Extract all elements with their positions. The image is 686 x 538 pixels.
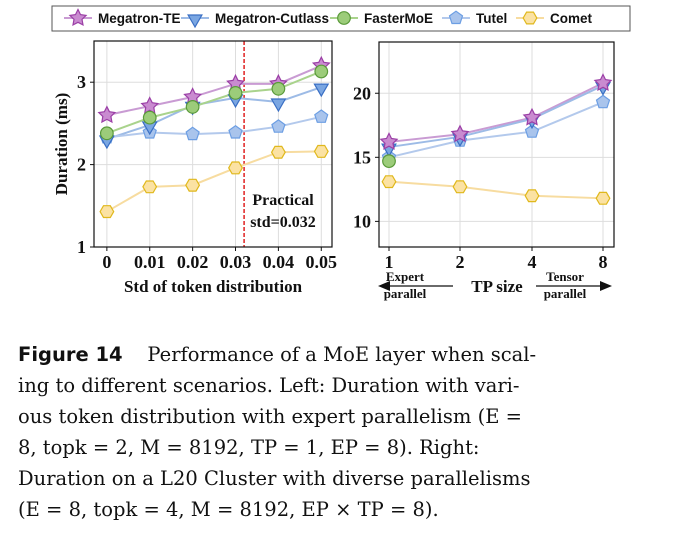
hexagon-marker-icon [522,11,538,25]
data-point-comet [595,191,611,205]
y-tick-label: 2 [77,155,86,175]
series-line-tutel [388,101,604,159]
data-point-comet [452,180,468,194]
x-tick-label: 4 [528,252,537,272]
data-point-megatron-cutlass [270,98,287,113]
caption-line-3: ous token distribution with expert paral… [18,405,522,428]
plot-frame [378,41,615,248]
y-axis-label: Duration (ms) [52,93,71,195]
expert-parallel-note: parallel [384,286,427,301]
plot-frame [93,40,333,248]
data-point-comet [313,144,329,158]
x-tick-label: 0 [102,252,111,272]
data-point-comet [270,145,286,159]
x-tick-label: 2 [456,252,465,272]
data-point-comet [381,175,397,189]
legend-label: Megatron-TE [98,11,181,26]
right-panel [375,41,615,251]
data-point-comet [142,180,158,194]
series-line-megatron-cutlass [388,84,604,149]
series-line-megatron-cutlass [106,86,322,141]
tensor-parallel-note: parallel [544,286,587,301]
data-point-megatron-cutlass [313,83,330,98]
arrow-left-icon [378,281,390,291]
data-point-fastermoe [142,110,157,125]
tri-down-marker-icon [187,14,203,29]
data-point-megatron-te [593,73,613,91]
data-point-comet [524,189,540,203]
legend-item-tutel: Tutel [442,10,507,26]
x-axis-label: Std of token distribution [124,277,303,296]
legend-label: Tutel [476,11,507,26]
annotation-text: std=0.032 [250,214,316,231]
data-point-tutel [271,119,286,133]
data-point-comet [99,205,115,219]
x-tick-label: 1 [385,252,394,272]
legend-item-fastermoe: FasterMoE [330,11,433,26]
data-point-fastermoe [382,154,396,169]
data-point-comet [185,178,201,192]
caption-line-1: Figure 14 Performance of a MoE layer whe… [18,343,536,366]
caption-line-6: (E = 8, topk = 4, M = 8192, EP × TP = 8)… [18,498,439,521]
y-tick-label: 3 [77,72,86,92]
data-point-megatron-te [97,105,117,124]
x-tick-label: 8 [599,252,608,272]
caption-line-4: 8, topk = 2, M = 8192, TP = 1, EP = 8). … [18,436,480,459]
data-point-tutel [314,109,329,123]
data-point-megatron-te [379,132,399,150]
legend: Megatron-TE Megatron-Cutlass FasterMoE Tute… [51,5,631,32]
data-point-comet [228,161,243,175]
circle-marker-icon [337,11,351,25]
figure-label: Figure 14 [18,343,123,366]
caption-line-5: Duration on a L20 Cluster with diverse p… [18,467,531,490]
x-axis-label: TP size [471,277,523,296]
expert-parallel-note: Expert [386,269,425,284]
data-point-fastermoe [99,126,114,141]
x-tick-label: 0.04 [263,252,295,272]
caption-text: Performance of a MoE layer when scal- [147,343,537,366]
y-tick-label: 15 [353,147,371,167]
x-tick-label: 0.01 [134,252,166,272]
data-point-fastermoe [314,64,329,79]
star-marker-icon [68,8,88,26]
series-line-fastermoe [106,70,322,135]
y-tick-label: 20 [353,83,371,103]
data-point-megatron-te [450,124,470,143]
figure-14-chart: Megatron-TE Megatron-Cutlass FasterMoE Tute… [51,5,631,301]
series-line-comet [388,180,604,200]
series-line-tutel [106,115,322,139]
data-point-tutel [185,126,200,141]
data-point-fastermoe [271,81,286,96]
tensor-parallel-note: Tensor [546,269,584,284]
legend-item-megatron-te: Megatron-TE [64,8,181,26]
y-tick-label: 1 [77,237,86,257]
series-line-megatron-te [388,82,604,143]
left-panel [90,40,333,251]
data-point-megatron-te [522,107,542,126]
data-point-fastermoe [228,86,243,100]
legend-item-megatron-cutlass: Megatron-Cutlass [181,11,329,29]
annotation-text: Practical [252,192,314,209]
data-point-megatron-te [140,96,160,115]
data-point-fastermoe [185,100,200,114]
data-point-tutel [228,124,243,139]
legend-label: FasterMoE [364,11,433,26]
data-point-tutel [595,94,611,109]
data-point-tutel [524,124,540,138]
x-tick-label: 0.05 [306,252,338,272]
series-line-megatron-te [106,64,322,117]
x-tick-label: 0.02 [177,252,209,272]
arrow-right-icon [600,281,612,291]
pentagon-marker-icon [448,10,464,25]
caption-line-2: ing to different scenarios. Left: Durati… [18,374,520,397]
y-tick-label: 10 [353,211,371,231]
legend-item-comet: Comet [516,11,593,26]
legend-label: Comet [550,11,593,26]
x-tick-label: 0.03 [220,252,252,272]
legend-label: Megatron-Cutlass [215,11,329,26]
